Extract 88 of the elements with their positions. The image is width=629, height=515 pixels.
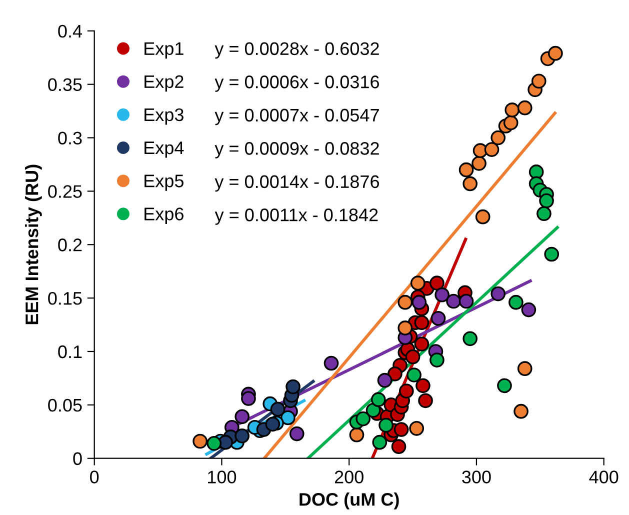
y-tick-label: 0.05 [48, 398, 82, 412]
point [234, 409, 250, 424]
point [490, 286, 506, 302]
point [503, 115, 518, 130]
point [388, 366, 402, 382]
point [410, 276, 426, 291]
point [472, 156, 486, 171]
legend-label: Exp6 [144, 208, 184, 224]
point [324, 356, 339, 371]
point [270, 402, 286, 417]
point [280, 410, 296, 426]
legend-label: Exp3 [144, 108, 184, 125]
point [391, 439, 406, 454]
point [406, 368, 422, 382]
x-axis-title: DOC (uM C) [300, 492, 399, 510]
point [430, 276, 444, 291]
point [414, 336, 430, 352]
point [508, 294, 524, 310]
point [490, 130, 506, 146]
legend-label: Exp1 [144, 42, 184, 59]
legend-label: Exp2 [144, 75, 184, 92]
point [517, 100, 532, 116]
point [430, 310, 446, 326]
y-tick-label: 0.4 [58, 24, 82, 38]
point [370, 392, 386, 407]
y-tick-label: 0.3 [58, 132, 82, 144]
point [241, 391, 256, 406]
annotation: y = 0.0009x - 0.0832 [214, 142, 379, 158]
annotation: y = 0.0011x - 0.1842 [214, 208, 378, 225]
point [377, 372, 392, 388]
point [416, 378, 430, 394]
point [405, 349, 420, 364]
y-tick-label: 0.2 [58, 238, 82, 252]
point [192, 434, 208, 449]
point [462, 176, 478, 192]
point [372, 434, 388, 450]
point [286, 379, 300, 394]
point [536, 206, 552, 222]
point [356, 411, 371, 426]
y-tick-label: 0.35 [48, 78, 82, 92]
point [398, 294, 413, 310]
point [265, 416, 280, 432]
point [514, 404, 528, 419]
point [548, 46, 563, 61]
point [504, 102, 520, 118]
point [412, 294, 427, 310]
x-tick-label: 100 [208, 470, 236, 484]
point [430, 352, 444, 368]
x-tick-label: 0 [90, 470, 99, 484]
point [446, 294, 461, 309]
point [521, 302, 536, 318]
point [528, 164, 544, 180]
point [517, 361, 532, 376]
point [475, 209, 490, 224]
point [458, 294, 474, 309]
point [462, 331, 478, 346]
annotation: y = 0.0006x - 0.0316 [214, 76, 380, 92]
point [458, 162, 474, 178]
annotation: y = 0.0007x - 0.0547 [214, 108, 379, 126]
annotation: y = 0.0028x - 0.6032 [214, 42, 379, 59]
point [434, 287, 450, 302]
point [544, 246, 560, 262]
x-tick-label: 400 [589, 470, 618, 484]
point [484, 142, 500, 157]
point [414, 315, 430, 330]
point [418, 393, 433, 408]
point [539, 193, 554, 208]
point [206, 436, 222, 451]
y-tick-label: 0.15 [48, 292, 82, 305]
point [234, 428, 250, 444]
y-tick-label: 0.1 [58, 345, 82, 358]
point [398, 384, 414, 398]
point [394, 422, 409, 437]
point [398, 320, 413, 336]
x-tick-label: 200 [334, 470, 364, 484]
y-tick-label: 0 [73, 452, 82, 466]
y-axis-title: EEM Intensity (RU) [25, 164, 42, 324]
point [497, 378, 512, 394]
point [378, 418, 394, 433]
legend-label: Exp4 [144, 142, 184, 158]
y-tick-label: 0.25 [48, 185, 82, 198]
point [349, 427, 364, 442]
x-tick-label: 300 [462, 470, 491, 484]
point [289, 426, 304, 442]
point [531, 74, 546, 89]
legend-label: Exp5 [144, 174, 184, 191]
point [409, 421, 424, 436]
annotation: y = 0.0014x - 0.1876 [214, 175, 380, 192]
